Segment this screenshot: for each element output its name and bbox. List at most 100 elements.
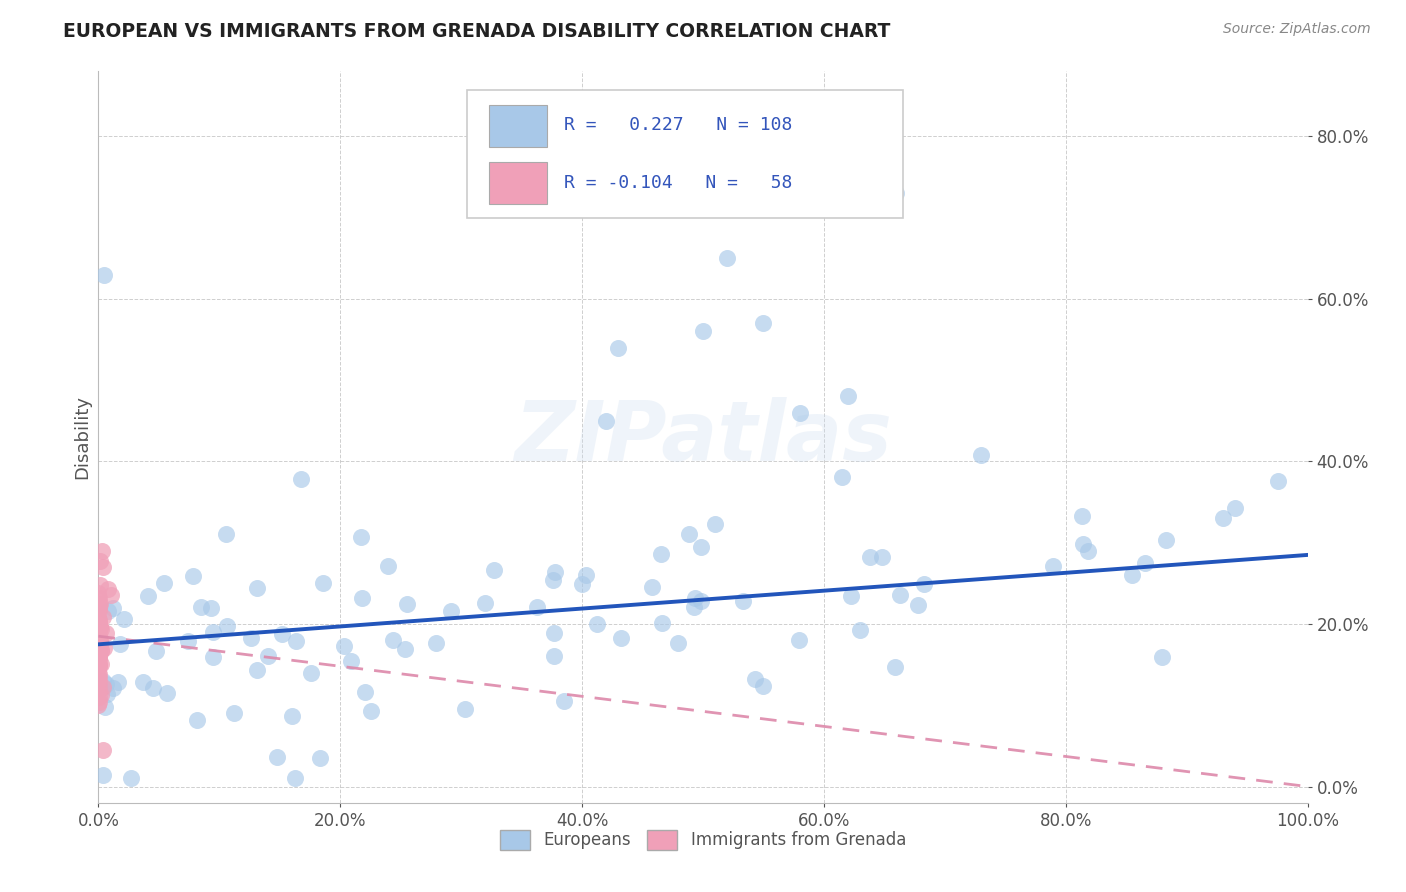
Point: [859, 549, 882, 564]
Point: [678, 527, 700, 541]
Point: [142, 681, 165, 695]
Point: [87, 629, 110, 643]
Point: [94, 677, 117, 691]
Point: [884, 660, 907, 674]
Point: [87, 614, 110, 628]
Point: [87, 671, 110, 685]
Point: [93, 268, 115, 282]
Point: [474, 596, 496, 610]
Text: R =   0.227   N = 108: R = 0.227 N = 108: [564, 117, 793, 135]
Point: [93, 700, 115, 714]
Point: [543, 649, 565, 664]
Point: [91, 743, 114, 757]
Point: [889, 588, 911, 602]
Point: [640, 580, 662, 594]
Point: [544, 565, 567, 579]
Point: [90, 644, 112, 658]
Point: [89, 641, 111, 656]
Point: [89, 676, 111, 690]
Point: [89, 632, 111, 646]
Point: [89, 597, 111, 611]
Point: [787, 632, 810, 647]
Point: [201, 624, 224, 639]
Point: [246, 581, 269, 595]
Point: [186, 713, 208, 727]
Point: [789, 406, 811, 420]
Point: [87, 610, 110, 624]
Point: [93, 610, 115, 624]
Point: [831, 469, 853, 483]
Point: [650, 548, 672, 562]
Point: [156, 686, 179, 700]
Point: [607, 341, 630, 355]
Point: [215, 526, 238, 541]
Point: [87, 586, 110, 600]
Point: [333, 640, 356, 654]
Point: [256, 649, 278, 664]
Point: [394, 642, 416, 657]
Point: [425, 636, 447, 650]
Point: [107, 674, 129, 689]
Text: R = -0.104   N =   58: R = -0.104 N = 58: [564, 174, 793, 192]
Point: [91, 680, 114, 694]
Point: [666, 636, 689, 650]
Point: [96, 687, 118, 701]
Point: [340, 654, 363, 668]
Point: [571, 577, 593, 591]
Point: [91, 768, 114, 782]
Point: [395, 597, 418, 611]
Point: [89, 635, 111, 649]
Point: [1071, 509, 1094, 524]
Point: [1152, 649, 1174, 664]
Point: [120, 772, 142, 786]
Point: [526, 600, 548, 615]
Point: [354, 685, 377, 699]
Text: EUROPEAN VS IMMIGRANTS FROM GRENADA DISABILITY CORRELATION CHART: EUROPEAN VS IMMIGRANTS FROM GRENADA DISA…: [63, 22, 890, 41]
Point: [482, 563, 505, 577]
Legend: Europeans, Immigrants from Grenada: Europeans, Immigrants from Grenada: [494, 823, 912, 856]
Point: [1133, 556, 1156, 570]
Point: [89, 681, 111, 696]
Point: [284, 634, 307, 648]
Point: [266, 750, 288, 764]
Point: [87, 658, 110, 673]
Point: [543, 626, 565, 640]
Point: [87, 651, 110, 665]
Point: [90, 657, 112, 671]
Point: [90, 688, 112, 702]
Point: [89, 637, 111, 651]
Point: [100, 589, 122, 603]
Point: [87, 671, 110, 685]
Point: [284, 772, 307, 786]
Point: [87, 690, 110, 705]
Point: [1121, 568, 1143, 582]
Point: [91, 674, 114, 689]
Point: [90, 622, 112, 636]
Point: [108, 637, 131, 651]
Point: [454, 702, 477, 716]
Point: [87, 649, 110, 664]
Point: [360, 704, 382, 718]
Point: [683, 591, 706, 605]
Point: [87, 655, 110, 669]
Point: [239, 631, 262, 645]
Y-axis label: Disability: Disability: [73, 395, 91, 479]
Point: [190, 599, 212, 614]
Point: [91, 544, 114, 558]
Point: [886, 186, 908, 201]
Point: [377, 558, 399, 573]
Point: [752, 316, 775, 330]
Point: [290, 472, 312, 486]
Point: [89, 578, 111, 592]
Point: [299, 666, 322, 681]
Point: [87, 592, 110, 607]
Point: [651, 616, 673, 631]
Point: [89, 613, 111, 627]
Point: [89, 616, 111, 631]
Point: [575, 568, 598, 582]
Point: [87, 619, 110, 633]
Point: [1071, 537, 1094, 551]
Point: [907, 598, 929, 612]
Point: [87, 665, 110, 679]
Point: [89, 591, 111, 606]
